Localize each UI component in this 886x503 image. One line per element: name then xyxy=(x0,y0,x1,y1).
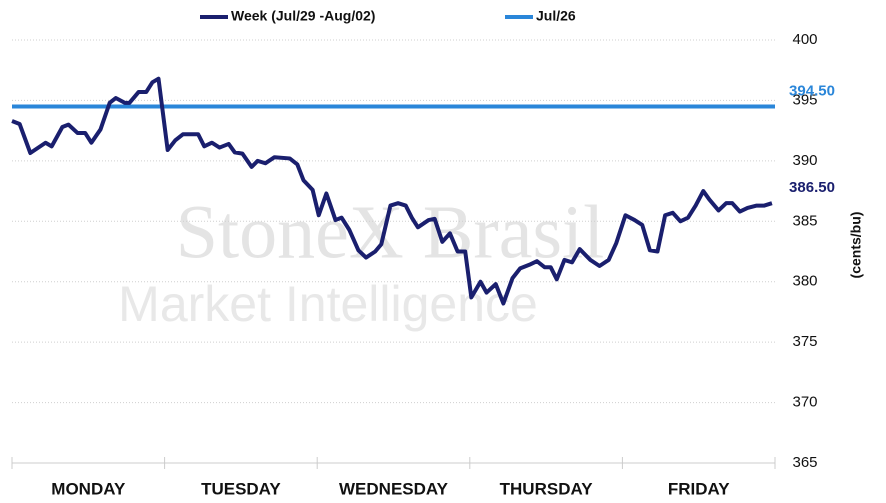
y-tick-label: 390 xyxy=(792,152,817,169)
y-tick-label: 385 xyxy=(792,212,817,229)
y-tick-label: 400 xyxy=(792,31,817,48)
x-tick-label: TUESDAY xyxy=(201,479,281,498)
y-axis-label: (cents/bu) xyxy=(848,212,864,279)
watermark: Market Intelligence xyxy=(118,276,538,332)
x-tick-label: WEDNESDAY xyxy=(339,479,449,498)
x-tick-label: FRIDAY xyxy=(668,479,730,498)
y-tick-label: 365 xyxy=(792,454,817,471)
y-tick-label: 375 xyxy=(792,333,817,350)
value-label: 394.50 xyxy=(789,82,835,99)
legend-label: Week (Jul/29 -Aug/02) xyxy=(231,8,375,24)
x-tick-label: MONDAY xyxy=(51,479,126,498)
y-tick-label: 370 xyxy=(792,394,817,411)
y-tick-label: 395 xyxy=(792,91,817,108)
legend-label: Jul/26 xyxy=(536,8,576,24)
series-line xyxy=(11,76,773,306)
x-tick-label: THURSDAY xyxy=(500,479,594,498)
value-label: 386.50 xyxy=(789,179,835,196)
y-tick-label: 380 xyxy=(792,273,817,290)
